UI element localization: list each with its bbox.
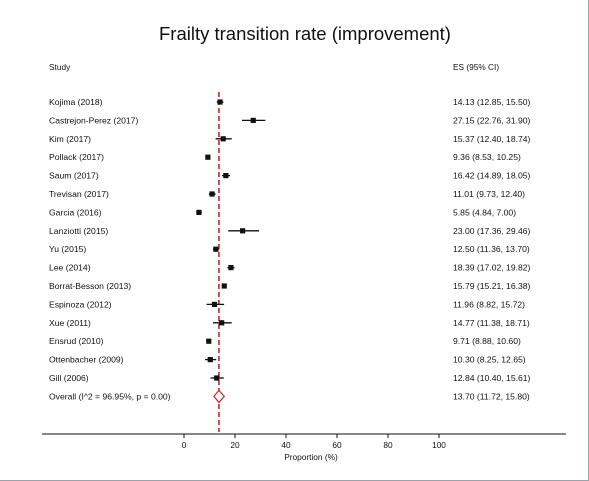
study-point-marker [205,154,211,160]
study-es-text: 5.85 (4.84, 7.00) [453,207,516,217]
study-label: Yu (2015) [49,244,86,254]
study-label: Xue (2011) [49,318,91,328]
study-es-text: 9.36 (8.53, 10.25) [453,152,521,162]
study-label: Trevisan (2017) [49,189,109,199]
x-tick-label: 80 [383,440,393,450]
chart-title: Frailty transition rate (improvement) [159,23,451,44]
study-point-marker [221,283,227,289]
study-point-marker [223,173,229,179]
x-tick-label: 60 [332,440,342,450]
study-label: Ottenbacher (2009) [49,355,124,365]
study-point-marker [217,99,223,105]
study-point-marker [250,117,256,123]
study-point-marker [214,375,220,381]
study-point-marker [213,246,219,252]
study-es-text: 14.13 (12.85, 15.50) [453,97,531,107]
study-label: Castrejon-Perez (2017) [49,115,138,125]
study-es-text: 16.42 (14.89, 18.05) [453,171,531,181]
study-label: Espinoza (2012) [49,299,112,309]
study-es-text: 23.00 (17.36, 29.46) [453,226,531,236]
study-es-text: 18.39 (17.02, 19.82) [453,263,531,273]
study-es-text: 12.84 (10.40, 15.61) [453,373,531,383]
study-es-text: 11.96 (8.82, 15.72) [453,299,525,309]
study-label: Pollack (2017) [49,152,104,162]
study-point-marker [220,136,226,142]
x-tick-label: 40 [281,440,291,450]
x-tick-label: 100 [432,440,446,450]
study-label: Lanziotti (2015) [49,226,108,236]
study-point-marker [196,209,202,215]
study-label: Kojima (2018) [49,97,103,107]
overall-label: Overall (I^2 = 96.95%, p = 0.00) [49,391,171,401]
study-es-text: 27.15 (22.76, 31.90) [453,115,531,125]
overall-es-text: 13.70 (11.72, 15.80) [453,391,530,401]
study-point-marker [209,191,215,197]
study-label: Lee (2014) [49,263,91,273]
study-point-marker [228,265,234,271]
study-es-text: 11.01 (9.73, 12.40) [453,189,525,199]
study-label: Ensrud (2010) [49,336,104,346]
study-point-marker [207,357,213,363]
study-point-marker [240,228,246,234]
study-point-marker [211,301,218,307]
study-rows: Kojima (2018) 14.13 (12.85, 15.50) Castrej… [49,92,531,432]
x-axis: 0 20 40 60 80 100 [42,433,566,450]
es-column-header: ES (95% CI) [453,62,499,72]
study-label: Saum (2017) [49,171,99,181]
study-es-text: 12.50 (11.36, 13.70) [453,244,530,254]
study-es-text: 15.79 (15.21, 16.38) [453,281,531,291]
study-label: Gill (2006) [49,373,89,383]
study-es-text: 9.71 (8.88, 10.60) [453,336,521,346]
x-tick-label: 0 [182,440,187,450]
x-tick-label: 20 [230,440,240,450]
study-es-text: 15.37 (12.40, 18.74) [453,134,531,144]
study-es-text: 14.77 (11.38, 18.71) [453,318,530,328]
x-axis-title: Proportion (%) [284,452,338,462]
study-label: Kim (2017) [49,134,91,144]
study-label: Borrat-Besson (2013) [49,281,131,291]
study-column-header: Study [49,62,71,72]
overall-diamond [213,389,226,404]
study-point-marker [219,320,225,326]
study-es-text: 10.30 (8.25, 12.65) [453,355,526,365]
study-point-marker [206,338,212,344]
study-label: Garcia (2016) [49,207,102,217]
